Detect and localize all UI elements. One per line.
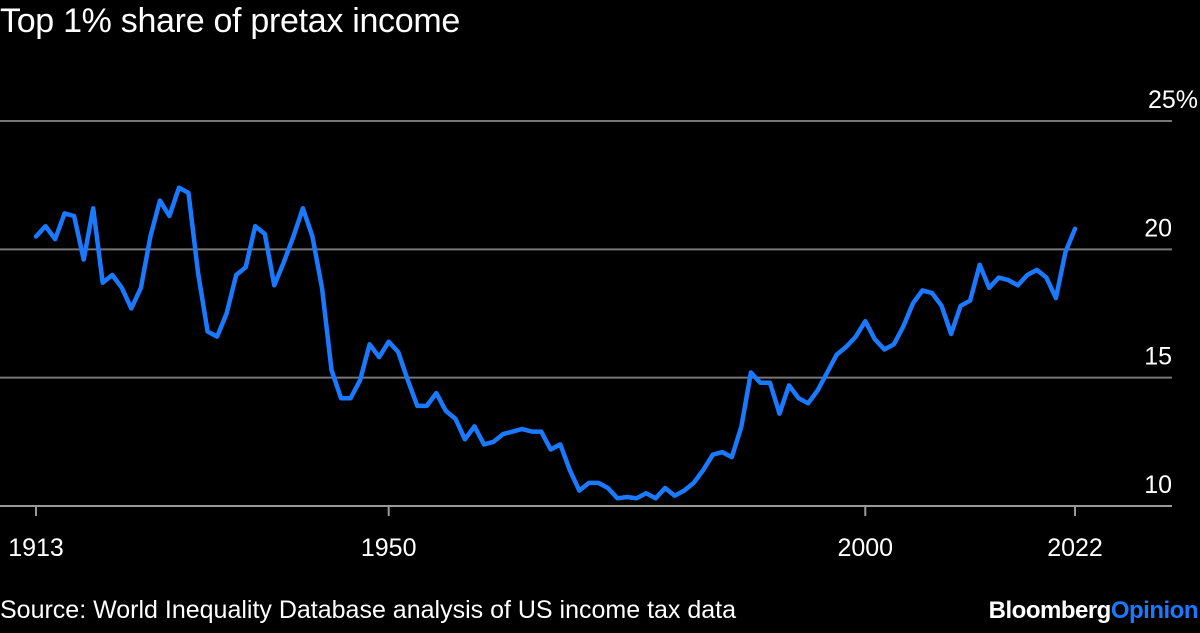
series-line-0 — [33, 185, 1078, 501]
y-tick-label: 20 — [1144, 214, 1172, 242]
y-axis-labels: 25% 20 15 10 — [1144, 86, 1198, 499]
y-tick-label: 10 — [1144, 471, 1172, 499]
x-axis: 1913 1950 2000 2022 — [8, 506, 1103, 562]
source-note: Source: World Inequality Database analys… — [0, 596, 737, 624]
x-tick-label: 1950 — [361, 534, 417, 562]
x-tick-label: 2022 — [1047, 534, 1103, 562]
chart-title: Top 1% share of pretax income — [0, 2, 460, 40]
x-tick-label: 1913 — [8, 534, 64, 562]
y-tick-label: 25% — [1148, 86, 1198, 114]
series-layer — [33, 185, 1078, 501]
brand-logo: BloombergOpinion — [988, 597, 1199, 624]
x-tick-label: 2000 — [837, 534, 893, 562]
gridlines — [0, 120, 1172, 507]
y-tick-label: 15 — [1144, 343, 1172, 371]
